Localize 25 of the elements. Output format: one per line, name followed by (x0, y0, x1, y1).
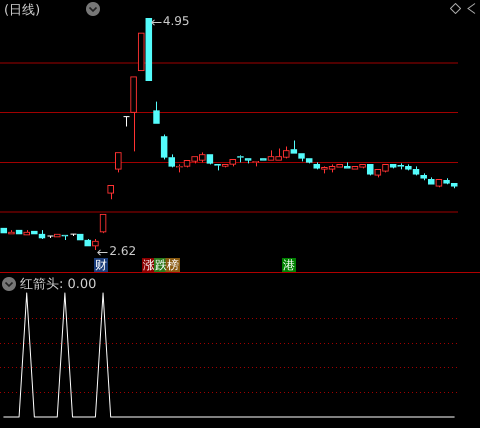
text: 涨 (142, 258, 156, 272)
candlestick (114, 152, 122, 173)
candlestick (38, 230, 46, 240)
chart-title: 红箭头: 0.00 (20, 276, 96, 293)
candlestick (313, 162, 320, 170)
candlestick (153, 101, 160, 124)
candlestick (23, 230, 30, 236)
candlestick (8, 230, 15, 234)
candlestick (92, 238, 99, 250)
candlestick (306, 158, 312, 164)
chart-title: (日线) (4, 2, 40, 19)
candlestick (130, 76, 137, 152)
candlestick (160, 134, 168, 160)
annotation: 4.95 (162, 14, 190, 28)
text: 财 (94, 258, 108, 272)
text: 跌榜 (154, 258, 180, 272)
candlestick (62, 234, 68, 241)
candlestick (100, 214, 106, 234)
candlestick (47, 236, 54, 239)
candlestick (290, 140, 298, 154)
annotation: 2.62 (109, 244, 136, 258)
text: 港 (282, 258, 296, 272)
candlestick (123, 116, 130, 128)
candlestick (70, 234, 77, 237)
candlestick (298, 153, 305, 162)
